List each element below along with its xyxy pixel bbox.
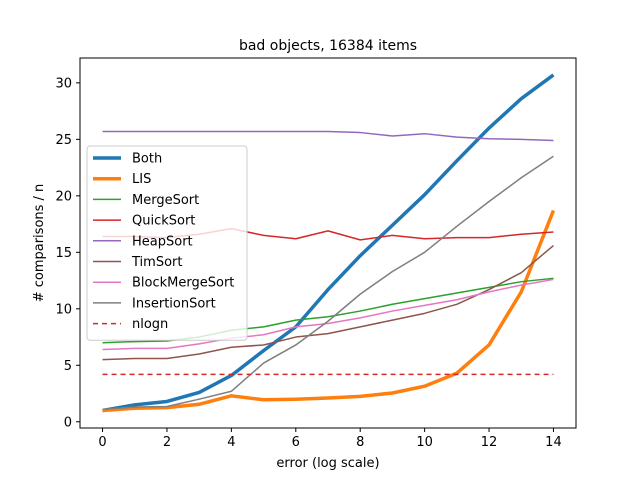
chart-title: bad objects, 16384 items <box>239 38 417 54</box>
series-line-insertionsort <box>102 155 554 411</box>
legend-box <box>86 145 248 341</box>
y-tick-label: 0 <box>64 415 72 430</box>
legend: Both LIS MergeSort QuickSort HeapSort TimSort… <box>86 145 248 341</box>
y-tick-label: 20 <box>55 189 72 204</box>
y-axis-label: # comparisons / n <box>32 184 47 303</box>
x-tick-label: 8 <box>356 435 364 450</box>
x-tick-label: 4 <box>227 435 235 450</box>
x-tick-label: 12 <box>481 435 498 450</box>
series-line-heapsort <box>102 130 554 142</box>
legend-label-insertionsort: InsertionSort <box>132 296 216 311</box>
y-tick-label: 15 <box>55 246 72 261</box>
x-axis: 0 2 4 6 8 10 12 14 <box>98 428 562 450</box>
legend-label-quicksort: QuickSort <box>132 214 195 229</box>
y-axis: 0 5 10 15 20 25 30 <box>55 76 80 430</box>
x-tick-label: 0 <box>98 435 106 450</box>
y-tick-label: 25 <box>55 133 72 148</box>
y-tick-label: 5 <box>64 359 72 374</box>
legend-label-mergesort: MergeSort <box>132 193 199 208</box>
plot-frame <box>79 57 577 429</box>
x-tick-label: 10 <box>416 435 433 450</box>
legend-label-both: Both <box>132 152 162 167</box>
x-axis-label: error (log scale) <box>276 456 379 471</box>
y-tick-label: 10 <box>55 302 72 317</box>
x-tick-label: 6 <box>292 435 300 450</box>
y-tick-label: 30 <box>55 76 72 91</box>
legend-label-lis: LIS <box>132 172 151 187</box>
series-line-blockmergesort <box>102 278 554 351</box>
series-line-lis <box>102 209 556 413</box>
x-tick-label: 14 <box>545 435 562 450</box>
legend-label-timsort: TimSort <box>131 255 182 270</box>
series-line-both <box>102 73 555 413</box>
x-tick-label: 2 <box>163 435 171 450</box>
legend-label-nlogn: nlogn <box>132 317 168 332</box>
legend-label-heapsort: HeapSort <box>132 234 193 249</box>
legend-label-blockmergesort: BlockMergeSort <box>132 276 234 291</box>
